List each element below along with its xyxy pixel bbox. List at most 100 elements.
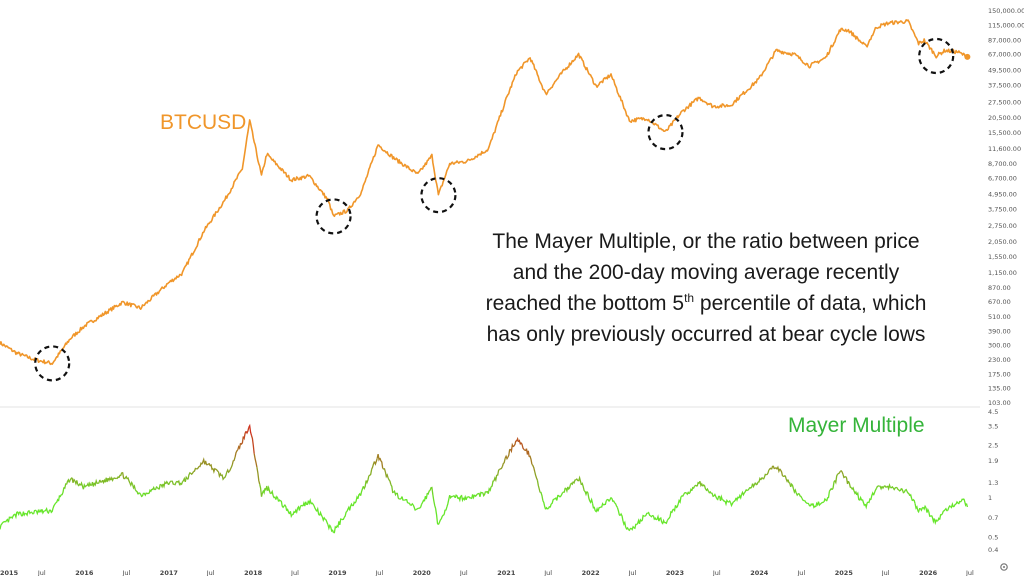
mayer-multiple-line-segment xyxy=(259,484,264,497)
mayer-multiple-line-segment xyxy=(496,468,500,476)
mayer-multiple-line-segment xyxy=(798,493,803,499)
mayer-multiple-line-segment xyxy=(952,503,957,508)
mayer-multiple-line-segment xyxy=(591,503,596,512)
mayer-multiple-line-segment xyxy=(898,488,903,492)
mayer-multiple-line-segment xyxy=(887,482,892,492)
mayer-multiple-line-segment xyxy=(7,516,12,523)
mayer-multiple-line-segment xyxy=(245,427,250,435)
mayer-multiple-line-segment xyxy=(182,476,186,483)
mayer-multiple-line-segment xyxy=(196,465,200,470)
cycle-low-circle xyxy=(315,198,352,235)
mayer-multiple-line-segment xyxy=(234,449,239,458)
cycle-low-circle xyxy=(918,37,955,75)
mayer-multiple-line-segment xyxy=(917,507,921,514)
mayer-multiple-line-segment xyxy=(176,479,181,486)
mayer-multiple-line-segment xyxy=(792,488,797,494)
mayer-multiple-line-segment xyxy=(250,435,255,454)
mayer-multiple-line-segment xyxy=(691,486,696,491)
mayer-multiple-line-segment xyxy=(473,493,478,498)
mayer-multiple-line-segment xyxy=(343,510,348,518)
mayer-multiple-line-segment xyxy=(21,511,26,517)
mayer-multiple-line-segment xyxy=(536,479,541,493)
mayer-multiple-line-segment xyxy=(616,507,621,517)
price-y-tick-label: 670.00 xyxy=(988,298,1011,306)
mayer-multiple-line-segment xyxy=(204,460,208,466)
mayer-multiple-line-segment xyxy=(272,495,277,500)
mayer-multiple-title: Mayer Multiple xyxy=(788,414,925,437)
mayer-multiple-line-segment xyxy=(545,506,549,510)
mayer-multiple-line-segment xyxy=(371,461,376,470)
mayer-multiple-line-segment xyxy=(410,502,414,506)
mayer-multiple-line-segment xyxy=(776,465,781,474)
mayer-multiple-line-segment xyxy=(283,504,288,511)
x-tick-year: 2017 xyxy=(160,569,178,576)
mayer-multiple-line-segment xyxy=(384,471,389,479)
mayer-multiple-line-segment xyxy=(534,471,538,481)
mayer-multiple-line-segment xyxy=(61,487,65,496)
mayer-multiple-line-segment xyxy=(850,486,855,492)
price-y-tick-label: 2,050.00 xyxy=(988,238,1017,246)
mayer-multiple-line-segment xyxy=(32,509,37,514)
mayer-multiple-line-segment xyxy=(754,481,759,486)
mm-y-tick-label: 4.5 xyxy=(988,408,998,416)
mayer-multiple-line-segment xyxy=(220,474,225,481)
mayer-multiple-line-segment xyxy=(457,495,462,503)
mayer-multiple-line-segment xyxy=(307,497,312,506)
x-tick-month: Jul xyxy=(796,569,805,576)
mayer-multiple-line-segment xyxy=(531,463,536,472)
mayer-multiple-line-segment xyxy=(379,457,384,469)
mayer-multiple-line-segment xyxy=(583,490,588,497)
mayer-multiple-line-segment xyxy=(2,520,6,523)
price-y-tick-label: 15,500.00 xyxy=(988,129,1021,137)
x-tick-month: Jul xyxy=(374,569,383,576)
mayer-multiple-line-segment xyxy=(603,500,607,506)
price-y-tick-label: 390.00 xyxy=(988,327,1011,335)
price-y-tick-label: 1,150.00 xyxy=(988,269,1017,277)
mayer-multiple-line-segment xyxy=(341,517,345,521)
mayer-multiple-line-segment xyxy=(310,502,315,507)
mayer-multiple-line-segment xyxy=(330,526,335,533)
mayer-multiple-line-segment xyxy=(644,512,648,517)
x-tick-year: 2018 xyxy=(244,569,263,576)
mayer-multiple-line-segment xyxy=(749,483,754,490)
mayer-multiple-line-segment xyxy=(297,505,301,511)
mayer-multiple-line-segment xyxy=(487,486,492,494)
mayer-multiple-line-segment xyxy=(828,487,833,492)
mayer-multiple-line-segment xyxy=(636,518,641,525)
x-tick-month: Jul xyxy=(965,569,974,576)
mayer-multiple-line-segment xyxy=(278,499,282,502)
mayer-multiple-line-segment xyxy=(540,491,544,501)
mayer-multiple-line-segment xyxy=(641,514,646,521)
mayer-multiple-line-segment xyxy=(261,488,266,495)
mayer-multiple-line-segment xyxy=(77,482,82,487)
annotation-line-3b: percentile of data, which xyxy=(694,292,927,315)
mayer-multiple-line-segment xyxy=(738,493,743,500)
mayer-multiple-line-segment xyxy=(879,485,883,491)
mayer-multiple-line-segment xyxy=(597,506,602,512)
price-y-tick-label: 49,500.00 xyxy=(988,67,1021,75)
x-tick-month: Jul xyxy=(459,569,468,576)
price-y-tick-label: 87,000.00 xyxy=(988,36,1021,44)
mayer-multiple-line-segment xyxy=(619,512,624,522)
mayer-multiple-line-segment xyxy=(931,515,935,524)
price-y-tick-label: 27,500.00 xyxy=(988,98,1021,106)
mayer-multiple-line-segment xyxy=(229,464,233,472)
mayer-multiple-line-segment xyxy=(396,492,400,500)
mayer-multiple-line-segment xyxy=(762,473,767,480)
mayer-multiple-line-segment xyxy=(401,496,405,501)
mayer-multiple-line-segment xyxy=(393,489,397,497)
cycle-low-circle xyxy=(647,114,684,151)
mayer-multiple-line-segment xyxy=(434,508,439,525)
mayer-multiple-line-segment xyxy=(264,485,269,492)
mayer-multiple-line-segment xyxy=(528,455,533,465)
annotation-line-3a: reached the bottom 5 xyxy=(485,292,685,315)
mayer-multiple-line-segment xyxy=(387,477,392,485)
gear-icon[interactable] xyxy=(1000,563,1008,571)
mayer-multiple-line-segment xyxy=(547,503,552,509)
mayer-multiple-line-segment xyxy=(724,498,729,507)
mayer-multiple-line-segment xyxy=(294,507,299,515)
price-y-tick-label: 2,750.00 xyxy=(988,222,1017,230)
mayer-multiple-line-segment xyxy=(941,509,946,515)
btcusd-price-line xyxy=(0,19,968,366)
cycle-low-markers xyxy=(34,37,955,382)
